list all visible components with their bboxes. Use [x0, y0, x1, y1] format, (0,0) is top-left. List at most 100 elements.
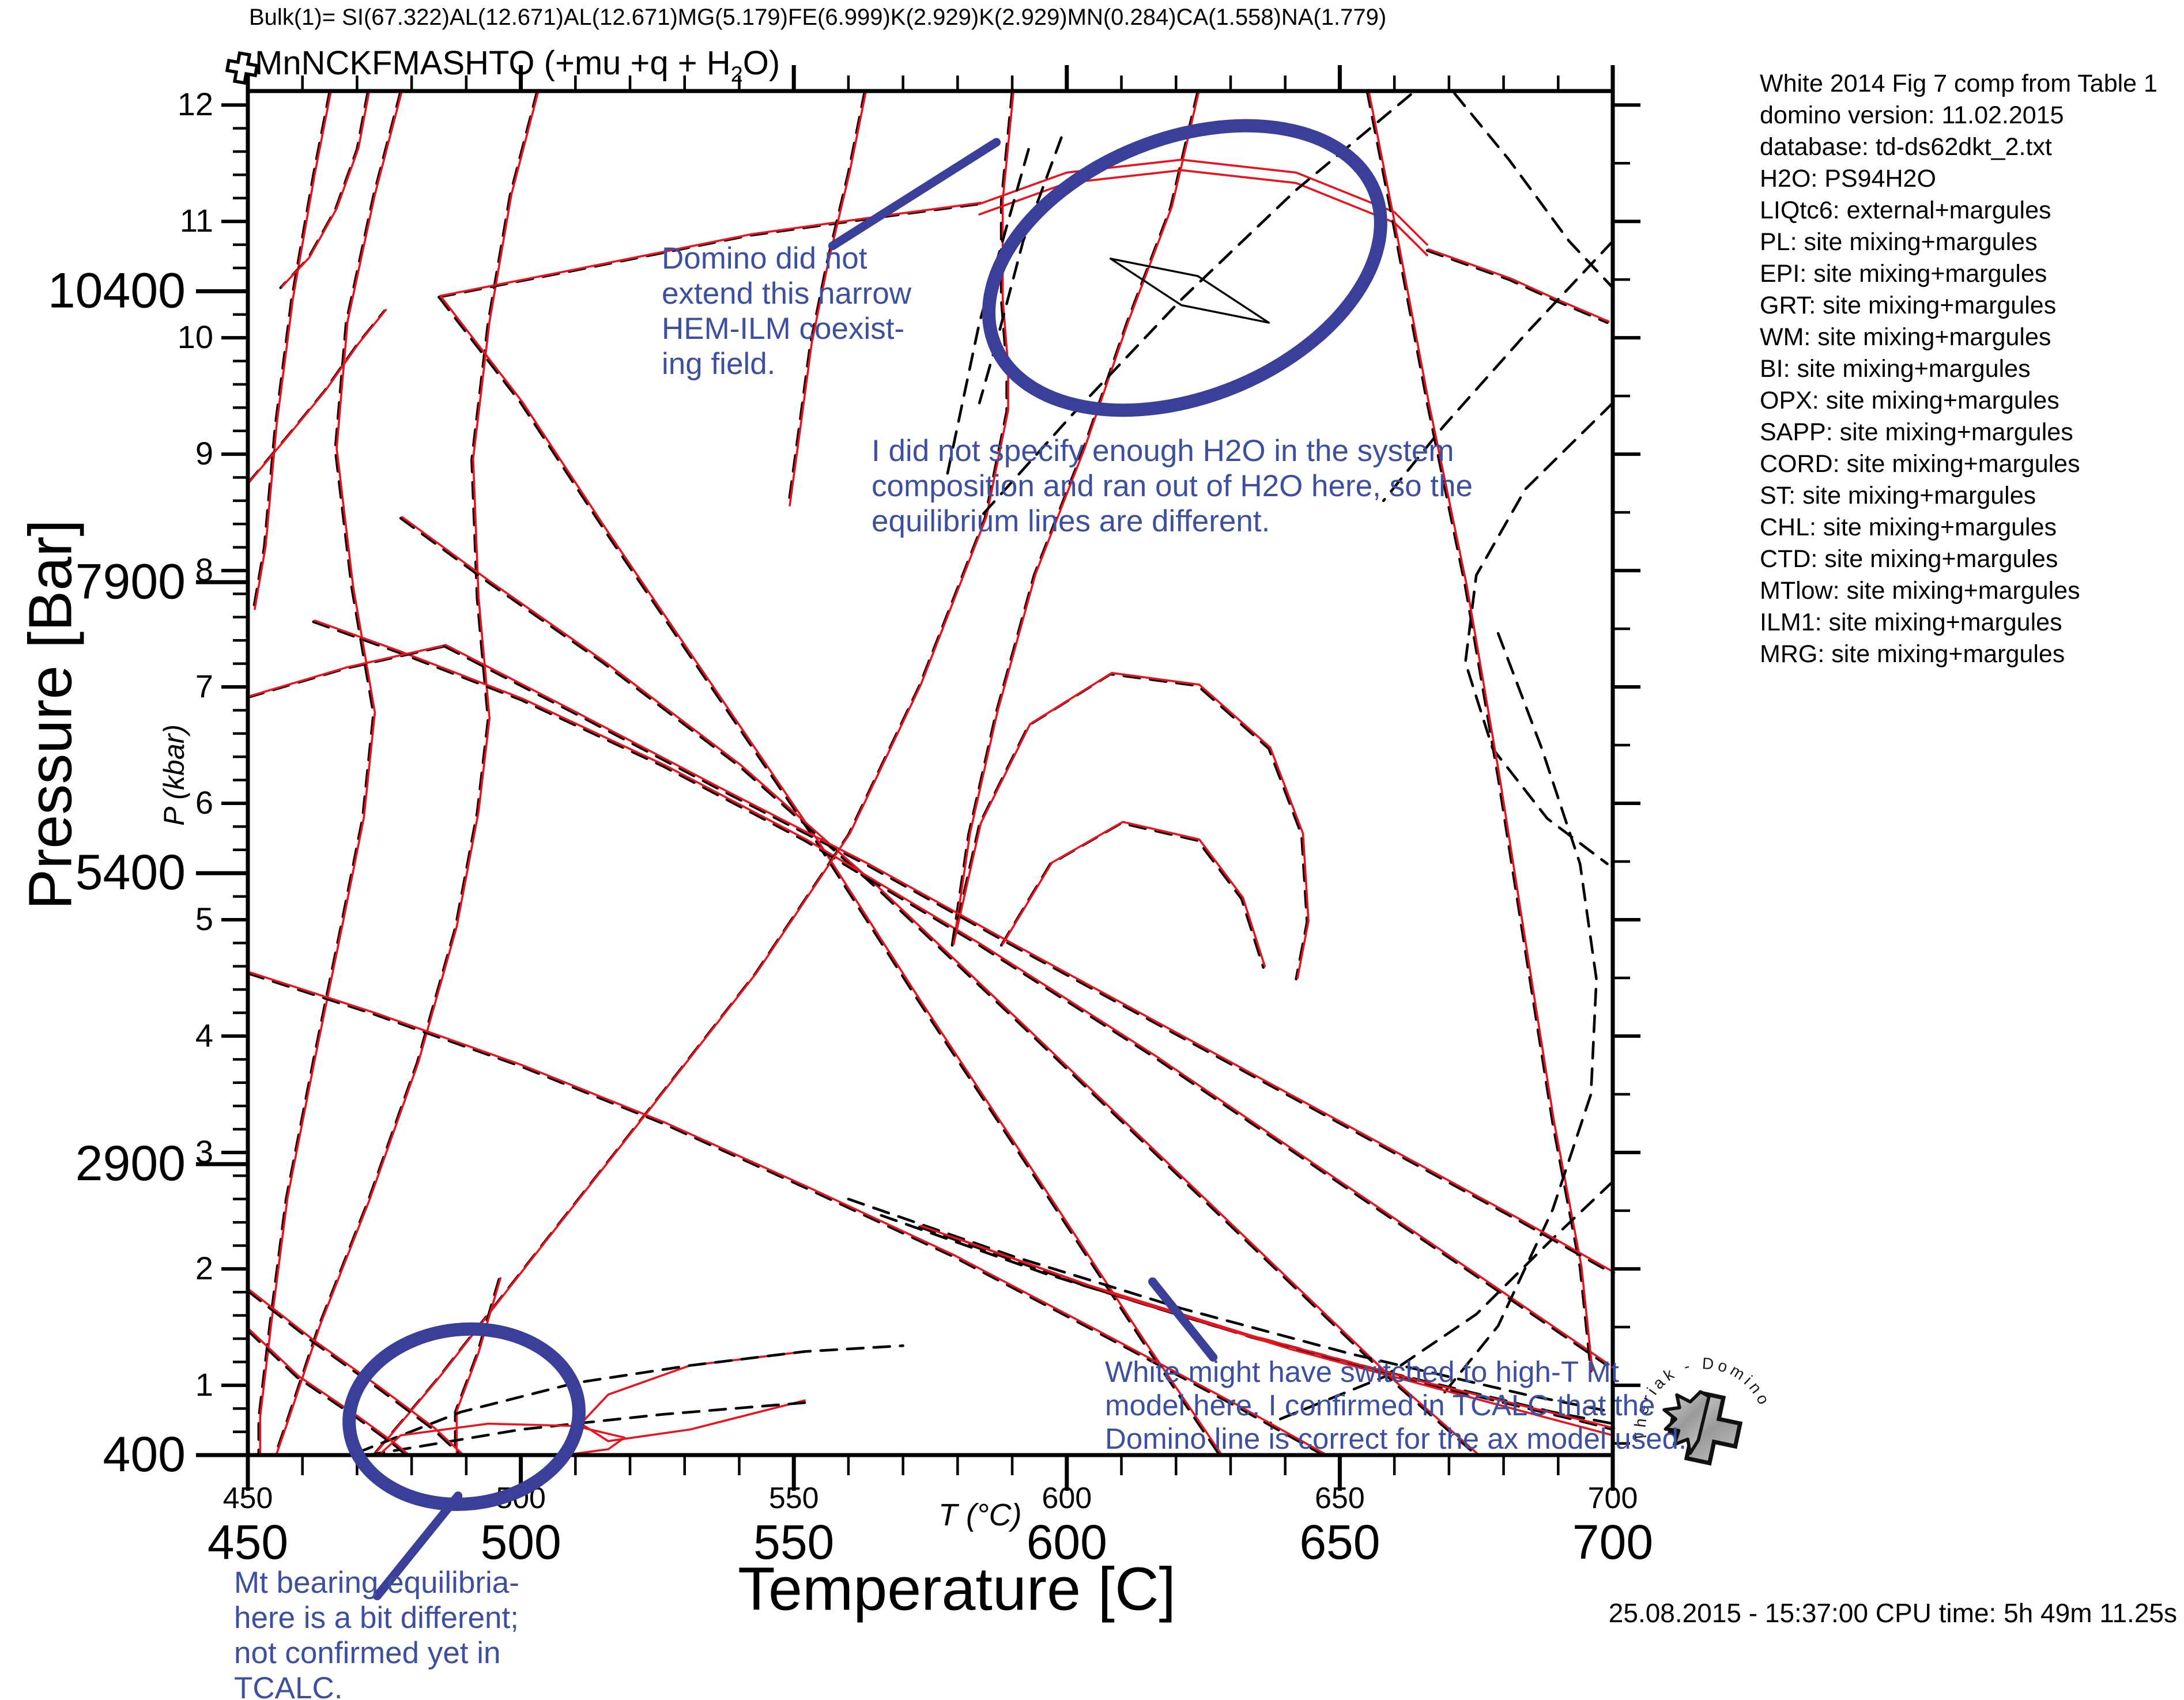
phase-boundary-curve [276, 89, 540, 1455]
phase-boundary-curve [945, 148, 1030, 479]
info-line: White 2014 Fig 7 comp from Table 1 [1760, 70, 2157, 97]
phase-boundary-curve [1001, 821, 1266, 968]
phase-boundary-curve [978, 93, 1412, 520]
info-line: ST: site mixing+margules [1760, 482, 2036, 509]
phase-boundary-curve [455, 1277, 501, 1455]
phase-boundary-curve [374, 89, 1015, 1455]
axis-tick-label: 400 [103, 1427, 186, 1482]
axis-tick-label: 10 [178, 319, 213, 355]
plot-title: MnNCKFMASHTO (+mu +q + H2O) [255, 44, 780, 88]
phase-boundary-curve [444, 644, 1616, 1274]
info-line: PL: site mixing+margules [1760, 228, 2038, 256]
info-line: SAPP: site mixing+margules [1760, 418, 2073, 446]
phase-boundary-curve [356, 1344, 904, 1455]
axis-tick-label: 500 [481, 1515, 561, 1569]
phase-boundary-curve [1436, 632, 1598, 1402]
axis-tick-label: 5400 [76, 845, 186, 900]
annotation-pointer-line [828, 138, 1001, 251]
annotation-line: Mt bearing equilibria- [234, 1566, 519, 1600]
axis-tick-label: 550 [753, 1515, 834, 1569]
x-axis-title-temperature: Temperature [C] [738, 1555, 1176, 1623]
solution-model-info-panel: White 2014 Fig 7 comp from Table 1 domin… [1760, 68, 2157, 670]
info-line: CTD: site mixing+margules [1760, 545, 2058, 573]
annotation-h2o-shortage: I did not specify enough H2O in the syst… [872, 433, 1473, 539]
annotation-mt-model-switch: White might have switched to high-T Mt m… [1105, 1355, 1687, 1456]
phase-boundary-curve [1268, 1180, 1615, 1425]
phase-boundary-curve [1109, 258, 1270, 324]
phase-boundary-curve [443, 645, 1615, 1275]
phase-boundary-curve [978, 158, 1428, 246]
phase-boundary-curve [789, 89, 867, 507]
phase-boundary-curve [1366, 89, 1593, 1373]
phase-boundary-curve [274, 89, 539, 1457]
axis-tick-label: 1 [195, 1366, 213, 1403]
phase-boundary-curve [1464, 402, 1615, 866]
phase-boundary-curve [978, 169, 1428, 256]
info-line: EPI: site mixing+margules [1760, 260, 2047, 288]
phase-boundary-curve [367, 1401, 806, 1457]
phase-boundary-curve [1382, 240, 1615, 503]
phase-boundary-curve [1453, 92, 1615, 289]
info-line: CORD: site mixing+margules [1760, 450, 2080, 478]
axis-tick-label: 600 [1027, 1515, 1107, 1569]
phase-boundary-curve [956, 1237, 1614, 1437]
axis-tick-label: 550 [769, 1482, 819, 1515]
phase-boundary-curve [281, 89, 371, 288]
info-line: OPX: site mixing+margules [1760, 387, 2059, 414]
y-axis-title-pressure: Pressure [Bar] [16, 519, 85, 910]
info-line: LIQtc6: external+margules [1760, 197, 2051, 224]
info-line: H2O: PS94H2O [1760, 165, 1936, 192]
annotation-line: not confirmed yet in [234, 1636, 501, 1670]
phase-boundary-curve [978, 136, 1063, 405]
phase-boundary-curve [999, 822, 1265, 969]
axis-tick-label: 7 [195, 668, 213, 704]
highlight-ellipse [982, 119, 1387, 417]
annotation-line: model here. I confirmed in TCALC that th… [1105, 1389, 1655, 1422]
annotation-line: White might have switched to high-T Mt [1105, 1355, 1619, 1388]
phase-boundary-curve [314, 619, 1610, 1366]
annotation-line: here is a bit different; [234, 1601, 519, 1635]
annotation-line: Domino did not [662, 241, 867, 275]
info-line: MTlow: site mixing+margules [1760, 577, 2080, 605]
phase-boundary-curve [1425, 249, 1609, 324]
axis-tick-label: 600 [1042, 1482, 1092, 1515]
axis-tick-label: 450 [223, 1482, 273, 1515]
axis-tick-label: 700 [1572, 1515, 1653, 1569]
phase-boundary-curve [248, 644, 447, 697]
info-line: ILM1: site mixing+margules [1760, 609, 2062, 636]
annotation-line: composition and ran out of H2O here, so … [872, 469, 1473, 503]
axis-tick-label: 9 [195, 435, 213, 471]
title-cross-icon [225, 51, 259, 85]
axis-tick-label: 650 [1299, 1515, 1380, 1569]
annotation-line: I did not specify enough H2O in the syst… [872, 434, 1454, 468]
axis-tick-label: 12 [178, 86, 213, 122]
phase-boundary-curve [254, 89, 333, 610]
axis-tick-label: 700 [1588, 1482, 1638, 1515]
x-axis-title-celsius: T (°C) [938, 1498, 1022, 1532]
phase-boundary-curve [257, 89, 402, 1457]
annotation-mt-bearing: Mt bearing equilibria- here is a bit dif… [234, 1565, 519, 1700]
plot-frame [246, 89, 1615, 1457]
info-line: GRT: site mixing+margules [1760, 292, 2057, 319]
annotation-pointer-line [372, 1491, 463, 1600]
plot-title-prefix: MnNCKFMASHTO (+mu +q + H [255, 44, 731, 82]
annotation-pointer-line [1148, 1277, 1218, 1362]
info-line: database: td-ds62dkt_2.txt [1760, 133, 2052, 161]
axis-tick-label: 10400 [48, 263, 186, 318]
phase-boundary-curve [248, 1328, 409, 1455]
info-line: WM: site mixing+margules [1760, 323, 2051, 351]
phase-boundary-curve [246, 1289, 462, 1457]
plot-title-subscript: 2 [730, 62, 743, 87]
phase-boundary-curve [248, 971, 1326, 1455]
run-timestamp-cpu-time: 25.08.2015 - 15:37:00 CPU time: 5h 49m 1… [1608, 1598, 2177, 1628]
phase-boundary-curve [259, 89, 403, 1455]
phase-boundary-curve [1109, 258, 1270, 324]
phase-boundary-curve [439, 202, 982, 297]
logo-leaf [1662, 1390, 1711, 1455]
annotation-line: equilibrium lines are different. [872, 504, 1270, 538]
info-line: MRG: site mixing+margules [1760, 640, 2065, 668]
annotation-hem-ilm-field: Domino did not extend this narrow HEM-IL… [662, 241, 911, 381]
phase-boundary-curve [1367, 89, 1594, 1372]
highlight-ellipse [342, 1322, 586, 1511]
